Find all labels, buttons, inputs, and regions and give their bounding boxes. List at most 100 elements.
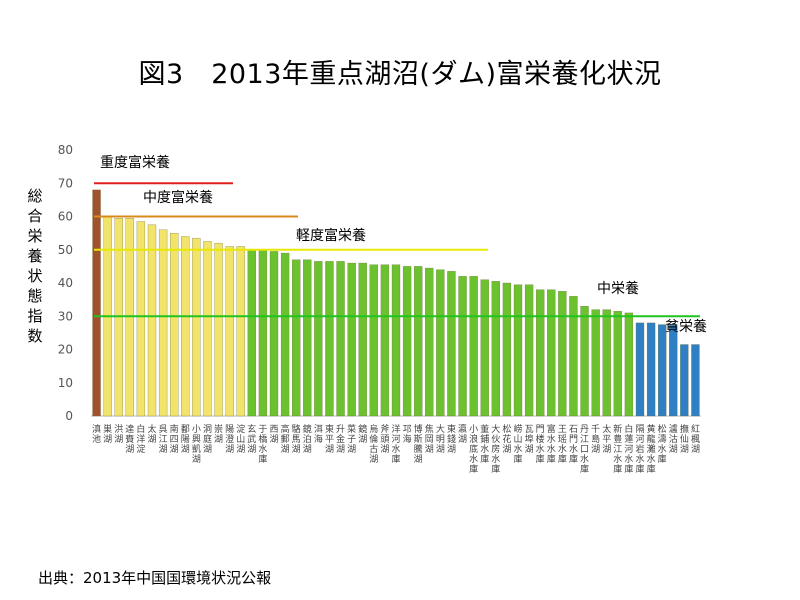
category-label: 千島湖 [591, 424, 600, 455]
bar [214, 242, 223, 417]
bar [513, 284, 523, 417]
bar [280, 252, 290, 417]
bar [547, 289, 556, 417]
category-label: 鄱陽湖 [181, 424, 190, 455]
bar [203, 241, 212, 417]
bar [402, 266, 412, 417]
bar [602, 309, 611, 417]
bar [613, 311, 622, 417]
bar [646, 322, 656, 417]
y-tick-label: 50 [58, 243, 73, 257]
category-label: 達賚湖 [125, 423, 134, 455]
category-label: 洋河水庫 [391, 423, 400, 465]
bar [425, 267, 434, 417]
category-label: 松濤水庫 [658, 423, 667, 465]
y-tick-label: 60 [58, 210, 73, 224]
y-tick-label: 0 [65, 409, 73, 423]
category-label: 洪湖 [114, 423, 123, 445]
bar [558, 291, 567, 417]
category-label: 東平湖 [325, 423, 334, 455]
category-label: 升金湖 [336, 424, 345, 455]
category-label: 淀山湖 [236, 423, 245, 455]
bar [491, 281, 500, 417]
reference-line-label: 中栄養 [597, 280, 639, 297]
bar [192, 237, 201, 417]
category-label: 邛海 [403, 424, 412, 445]
category-label: 大伙房水庫 [491, 423, 500, 475]
bar [347, 262, 356, 417]
chart-title: 図3 2013年重点湖沼(ダム)富栄養化状況 [138, 59, 662, 90]
bar [447, 271, 456, 417]
bar [336, 261, 345, 417]
category-label: 大明湖 [436, 423, 445, 455]
bar [292, 259, 301, 417]
category-label: 瀘沽湖 [669, 423, 678, 455]
category-label: 董鋪水庫 [480, 423, 489, 465]
category-label: 南四湖 [170, 423, 179, 455]
bar [691, 344, 700, 417]
bar [391, 264, 401, 417]
bar [591, 309, 600, 417]
bar [269, 251, 279, 417]
category-label: 烏倫古湖 [369, 423, 378, 465]
bar [303, 259, 312, 417]
y-axis-label: 総合栄養状態指数 [27, 187, 43, 345]
category-label: 紅楓湖 [691, 424, 700, 455]
category-label: 丹江口水庫 [580, 424, 589, 475]
bar [524, 284, 534, 417]
category-label: 瀛湖 [458, 423, 467, 445]
category-label: 西湖 [269, 424, 278, 445]
category-label: 呉江湖 [159, 424, 168, 455]
category-label: 東錢湖 [447, 423, 456, 455]
bar [181, 236, 190, 417]
category-label: 博斯騰湖 [414, 423, 423, 465]
category-label: 石門水庫 [569, 425, 578, 465]
bar [680, 344, 689, 417]
category-label: 白洋淀 [136, 423, 145, 455]
category-label: 焦岡湖 [425, 423, 434, 455]
category-label: 菜子湖 [347, 423, 356, 455]
category-label: 太平湖 [602, 423, 611, 455]
category-label: 巣湖 [103, 423, 112, 445]
category-label: 鏡泊湖 [303, 423, 312, 455]
category-label: 新豊江水庫 [613, 423, 622, 475]
category-label: 崂山水庫 [513, 424, 522, 465]
reference-line-label: 貧栄養 [665, 318, 707, 335]
category-label: 洞庭湖 [203, 424, 212, 455]
bar [92, 189, 101, 417]
bar [158, 229, 168, 417]
bar [258, 249, 268, 417]
category-label: 滇池 [92, 423, 101, 445]
bar [170, 232, 179, 417]
bar [658, 324, 667, 417]
category-label: 斧頭湖 [380, 423, 389, 455]
bar [225, 246, 234, 417]
category-label: 崇湖 [214, 424, 223, 445]
bar [536, 289, 545, 417]
bar [414, 266, 423, 417]
y-tick-label: 20 [58, 343, 73, 357]
category-label: 小興凱湖 [192, 424, 201, 465]
bar [358, 262, 367, 417]
bar [247, 249, 256, 417]
bar [469, 276, 478, 417]
y-tick-label: 40 [58, 276, 73, 290]
source-note: 出典：2013年中国国環境状況公報 [38, 569, 272, 587]
bar [624, 312, 634, 417]
bar [635, 322, 645, 417]
y-tick-label: 10 [58, 376, 73, 390]
bar [502, 282, 512, 417]
bar [136, 221, 146, 417]
bar [236, 246, 245, 417]
category-label: 瓦埠湖 [525, 424, 534, 455]
category-label: 玄武湖 [247, 423, 256, 455]
category-label: 于橋水庫 [258, 424, 267, 465]
category-label: 陽澄湖 [225, 424, 234, 455]
bar [436, 269, 445, 417]
reference-line-label: 中度富栄養 [143, 189, 213, 206]
category-label: 門楼水庫 [536, 424, 545, 465]
category-label: 撫仙湖 [680, 423, 689, 455]
bar [480, 279, 489, 417]
